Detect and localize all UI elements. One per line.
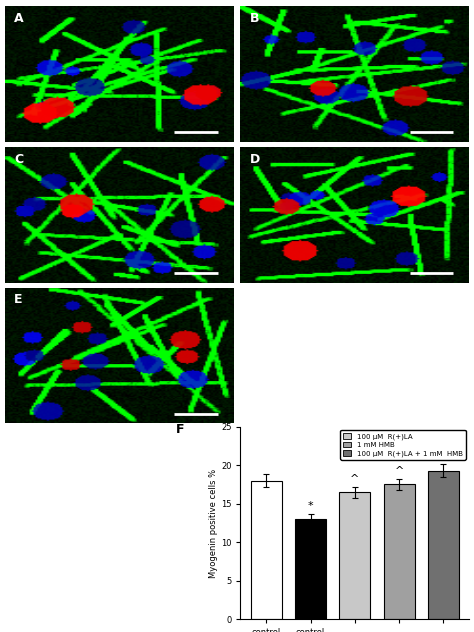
Y-axis label: Myogenin positive cells %: Myogenin positive cells %	[209, 468, 218, 578]
Text: F: F	[176, 423, 185, 435]
Text: ^: ^	[350, 473, 360, 483]
Bar	[295, 519, 326, 619]
Text: B: B	[250, 12, 259, 25]
Text: ^: ^	[394, 466, 404, 476]
Text: D: D	[250, 152, 260, 166]
Bar	[383, 484, 415, 619]
Text: ^: ^	[438, 451, 448, 461]
Legend: 100 μM  R(+)LA, 1 mM HMB, 100 μM  R(+)LA + 1 mM  HMB: 100 μM R(+)LA, 1 mM HMB, 100 μM R(+)LA +…	[340, 430, 466, 459]
Text: *: *	[308, 501, 313, 511]
Bar	[251, 480, 282, 619]
Bar	[428, 471, 459, 619]
Text: A: A	[14, 12, 24, 25]
Text: E: E	[14, 293, 22, 307]
Text: C: C	[14, 152, 23, 166]
Bar	[339, 492, 370, 619]
